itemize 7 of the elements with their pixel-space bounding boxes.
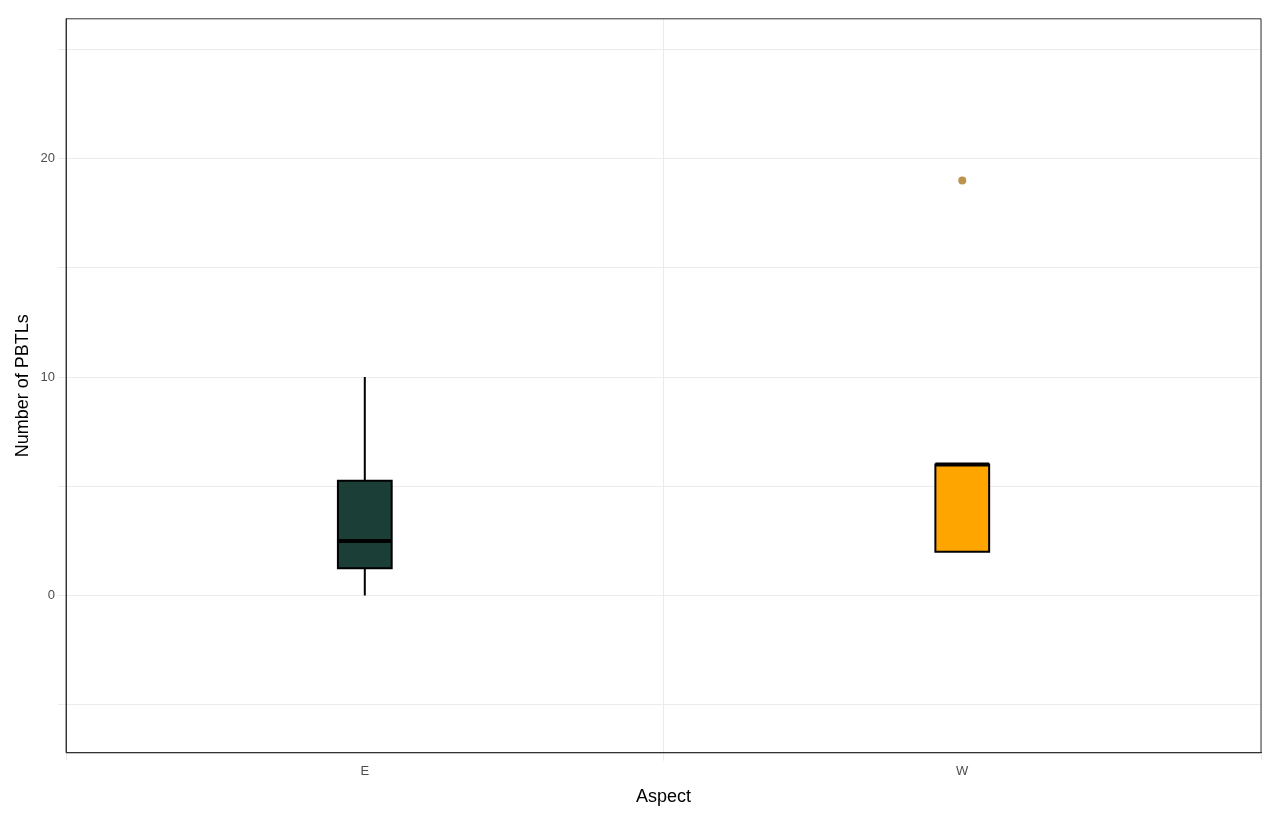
y-tick-label: 0	[47, 587, 56, 603]
x-axis-title: Aspect	[636, 786, 692, 807]
x-tick-label: E	[360, 763, 370, 779]
y-tick-label: 10	[40, 368, 56, 384]
y-tick-label: 20	[40, 150, 56, 166]
y-axis-title: Number of PBTLs	[11, 314, 32, 458]
x-tick-label: W	[956, 763, 970, 779]
